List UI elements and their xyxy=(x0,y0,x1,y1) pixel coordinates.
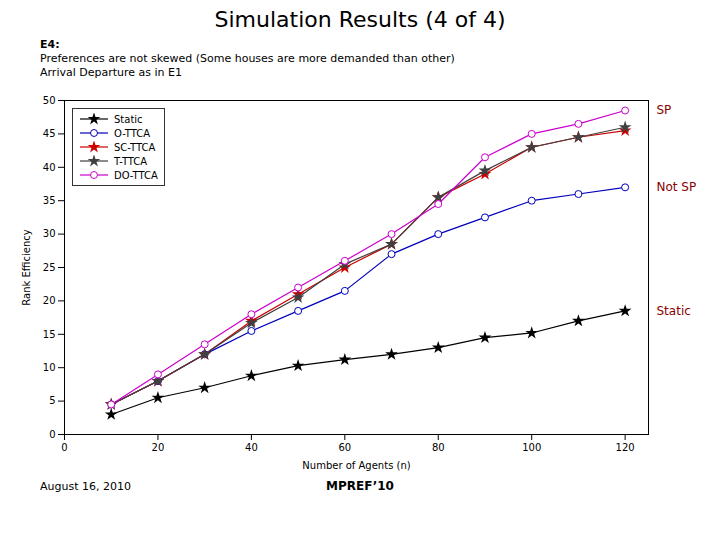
html-text:August 16, 2010: August 16, 2010 xyxy=(40,480,131,493)
html-text:E4:: E4: xyxy=(40,38,60,51)
html-text:SC-TTCA: SC-TTCA xyxy=(114,141,156,153)
svg-text:20: 20 xyxy=(43,295,56,306)
svg-text:60: 60 xyxy=(338,442,351,453)
svg-text:5: 5 xyxy=(49,395,55,406)
svg-text:Static: Static xyxy=(657,304,691,318)
svg-text:15: 15 xyxy=(43,329,56,340)
svg-text:80: 80 xyxy=(432,442,445,453)
svg-text:20: 20 xyxy=(152,442,165,453)
html-text:Static: Static xyxy=(114,113,143,125)
svg-text:50: 50 xyxy=(43,95,56,106)
svg-text:0: 0 xyxy=(49,429,55,440)
html-text:Simulation Results (4 of 4): Simulation Results (4 of 4) xyxy=(214,7,506,32)
svg-text:35: 35 xyxy=(43,195,56,206)
html-text:Preferences are not skewed (So: Preferences are not skewed (Some houses … xyxy=(40,52,455,65)
svg-text:120: 120 xyxy=(616,442,635,453)
html-text:Arrival Departure as in E1: Arrival Departure as in E1 xyxy=(40,66,182,79)
svg-text:45: 45 xyxy=(43,128,56,139)
svg-text:Number of Agents (n): Number of Agents (n) xyxy=(302,460,410,471)
svg-text:Not SP: Not SP xyxy=(657,180,697,194)
html-text:MPREF’10: MPREF’10 xyxy=(326,479,394,493)
svg-text:10: 10 xyxy=(43,362,56,373)
html-text:O-TTCA: O-TTCA xyxy=(114,127,151,139)
html-text:T-TTCA: T-TTCA xyxy=(114,155,148,167)
svg-text:0: 0 xyxy=(61,442,67,453)
svg-text:100: 100 xyxy=(522,442,541,453)
svg-text:40: 40 xyxy=(245,442,258,453)
svg-text:25: 25 xyxy=(43,262,56,273)
svg-text:SP: SP xyxy=(657,103,672,117)
svg-text:Rank Efficiency: Rank Efficiency xyxy=(21,229,32,305)
html-text:DO-TTCA: DO-TTCA xyxy=(114,169,158,181)
svg-text:40: 40 xyxy=(43,162,56,173)
svg-text:30: 30 xyxy=(43,228,56,239)
